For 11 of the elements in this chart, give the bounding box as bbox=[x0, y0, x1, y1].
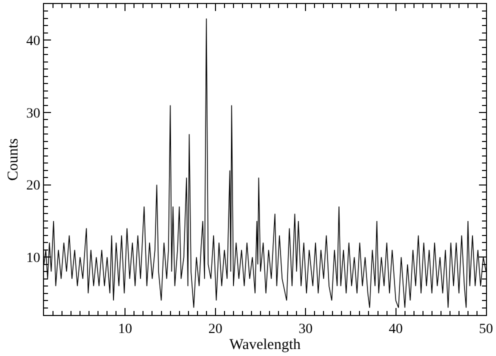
y-tick-label: 40 bbox=[26, 34, 40, 50]
x-tick-label: 40 bbox=[388, 322, 403, 337]
x-axis-title: Wavelength bbox=[229, 336, 302, 353]
x-tick-label: 30 bbox=[298, 322, 313, 337]
y-axis-title: Counts bbox=[5, 138, 22, 181]
y-tick-label: 20 bbox=[26, 178, 40, 194]
y-tick-label: 10 bbox=[26, 251, 40, 266]
x-tick-label: 10 bbox=[118, 322, 132, 337]
x-tick-label: 50 bbox=[479, 322, 493, 337]
x-tick-label: 20 bbox=[208, 322, 222, 337]
y-tick-label: 30 bbox=[26, 106, 40, 122]
